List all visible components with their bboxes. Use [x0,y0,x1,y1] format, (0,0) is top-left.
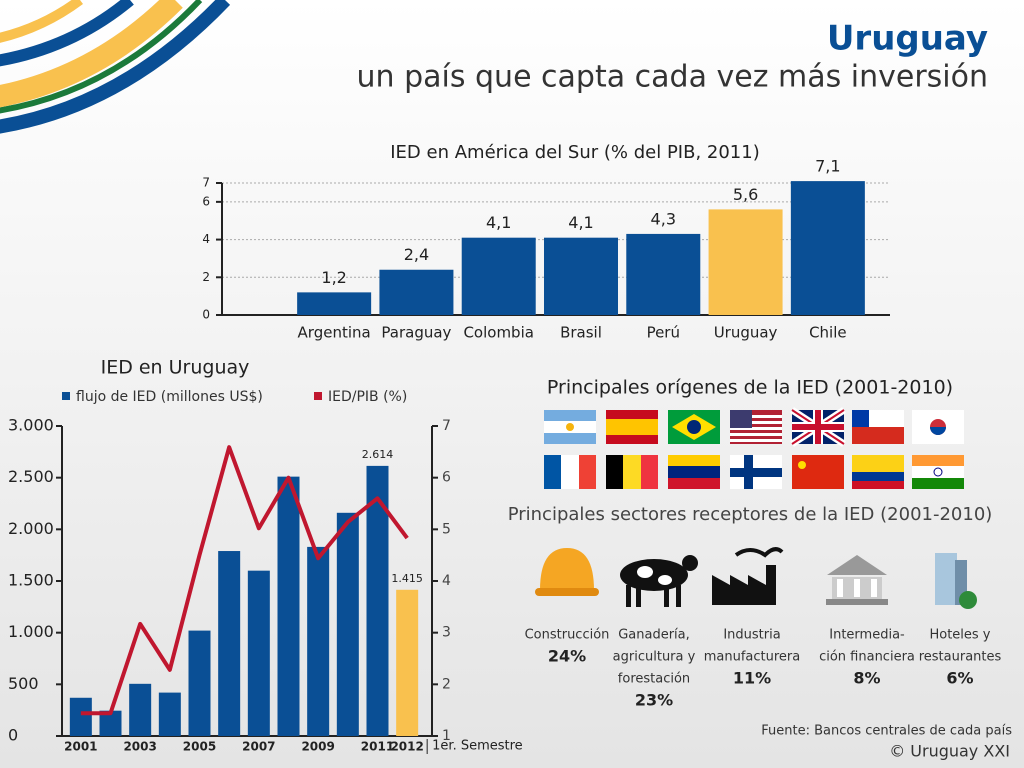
bar [544,237,618,315]
line [80,445,409,716]
bar [366,465,389,736]
y-tick-label: 0 [202,308,210,322]
sector-label: agricultura y [613,650,696,665]
bar [708,209,783,315]
y-tick-label: 1.500 [8,571,54,590]
bar [379,269,454,315]
x-tick-label: Brasil [560,324,602,342]
x-tick-label: 2007 [242,740,275,754]
y-tick-label: 2.000 [8,519,54,538]
chart-title: IED en Uruguay [101,357,250,379]
sectors-title: Principales sectores receptores de la IE… [508,504,993,525]
x-tick-label: Colombia [463,324,534,342]
sector-label: Hoteles y [929,628,990,643]
subtitle: un país que capta cada vez más inversión [357,60,988,95]
y-tick-label: 3.000 [8,416,54,435]
sector-share: 11% [733,669,771,688]
sector-label: forestación [618,672,690,687]
bar [129,683,152,736]
sector-label: Construcción [525,628,610,643]
bar [188,630,211,736]
sector-share: 6% [946,669,973,688]
legend-swatch [314,392,322,400]
legend-swatch [62,392,70,400]
y-tick-label: 2.500 [8,467,54,486]
bar [396,589,419,736]
bar [790,181,865,315]
x-tick-label: Chile [809,324,847,342]
bar [461,237,536,315]
x-tick-label: Uruguay [714,324,778,342]
sector-share: 24% [548,647,586,666]
sector-label: Ganadería, [618,628,690,643]
x-tick-label: Argentina [298,324,371,342]
source: Fuente: Bancos centrales de cada país [761,724,1012,739]
y2-tick-label: 1 [442,728,451,744]
bar [69,697,92,736]
legend-label: flujo de IED (millones US$) [76,389,263,405]
y2-tick-label: 3 [442,625,451,641]
decoration [0,0,231,134]
bar [297,292,372,315]
y2-tick-label: 7 [442,418,451,434]
value-label: 5,6 [733,185,758,204]
x-tick-label: 2003 [123,740,156,754]
sector-label: Industria [723,628,780,643]
bar [336,512,359,736]
value-label: 7,1 [815,157,840,176]
sector-icons [535,547,977,609]
value-label: 1.415 [391,572,423,585]
bar [626,233,701,315]
bar [277,476,300,736]
x-tick-label: Perú [647,324,680,342]
title: Uruguay [827,19,988,59]
origins-title: Principales orígenes de la IED (2001-201… [547,377,953,399]
y-tick-label: 1.000 [8,622,54,641]
bar [158,692,181,736]
x-tick-label: 2011 [361,740,394,754]
flags [544,407,964,489]
sector-share: 23% [635,691,673,710]
x-tick-label: 2005 [183,740,216,754]
chart-title: IED en América del Sur (% del PIB, 2011) [390,142,759,163]
y-tick-label: 500 [8,674,39,693]
sector-label: Intermedia- [829,628,905,643]
legend-label: IED/PIB (%) [328,389,407,405]
value-label: 2.614 [362,448,394,461]
value-label: 1,2 [321,268,346,287]
x-tick-label: 2012 [390,740,423,754]
y-tick-label: 7 [202,176,210,190]
value-label: 4,1 [486,213,511,232]
y2-tick-label: 6 [442,470,451,486]
y2-tick-label: 2 [442,676,451,692]
bar [307,546,330,736]
copyright: © Uruguay XXI [889,742,1010,761]
y-tick-label: 4 [202,232,210,246]
y2-tick-label: 5 [442,521,451,537]
x-tick-label: Paraguay [381,324,451,342]
y-tick-label: 0 [8,726,18,745]
y-tick-label: 2 [202,270,210,284]
x-tick-label: 2001 [64,740,97,754]
annotation: 1er. Semestre [432,739,523,754]
y-tick-label: 6 [202,194,210,208]
bar [218,551,241,736]
bar [247,570,270,736]
sector-label: ción financiera [819,650,915,665]
value-label: 4,3 [651,209,676,228]
y2-tick-label: 4 [442,573,451,589]
sector-label: manufacturera [704,650,801,665]
bar [99,710,122,736]
x-tick-label: 2009 [301,740,334,754]
sector-share: 8% [853,669,880,688]
value-label: 4,1 [568,213,593,232]
value-label: 2,4 [404,245,429,264]
sector-label: restaurantes [919,650,1002,665]
